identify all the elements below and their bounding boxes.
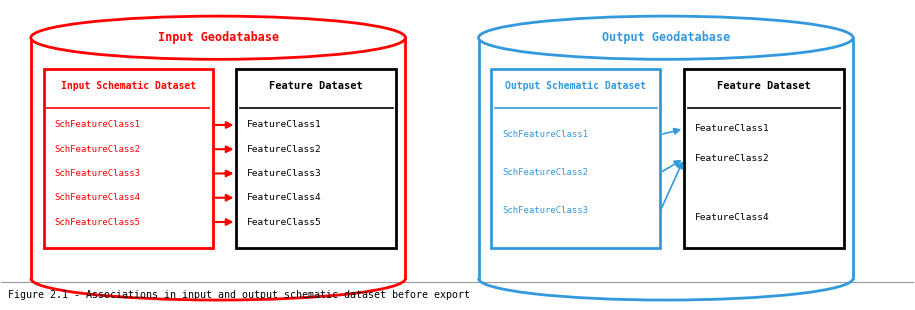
Text: SchFeatureClass4: SchFeatureClass4	[55, 193, 141, 202]
Text: SchFeatureClass3: SchFeatureClass3	[502, 206, 588, 215]
Text: FeatureClass4: FeatureClass4	[695, 213, 770, 222]
Text: SchFeatureClass2: SchFeatureClass2	[502, 168, 588, 177]
Ellipse shape	[31, 16, 405, 59]
Text: SchFeatureClass1: SchFeatureClass1	[502, 130, 588, 139]
Text: Output Geodatabase: Output Geodatabase	[602, 31, 730, 44]
Text: SchFeatureClass3: SchFeatureClass3	[55, 169, 141, 178]
Bar	[684, 69, 844, 248]
Bar	[236, 69, 396, 248]
Ellipse shape	[479, 16, 853, 59]
Text: SchFeatureClass2: SchFeatureClass2	[55, 145, 141, 154]
Text: Input Schematic Dataset: Input Schematic Dataset	[60, 81, 196, 91]
Text: SchFeatureClass1: SchFeatureClass1	[55, 121, 141, 130]
Bar	[491, 69, 661, 248]
Text: Input Geodatabase: Input Geodatabase	[157, 31, 279, 44]
Text: Figure 2.1 - Associations in input and output schematic dataset before export: Figure 2.1 - Associations in input and o…	[8, 290, 470, 300]
Text: FeatureClass5: FeatureClass5	[247, 218, 322, 227]
Text: Feature Dataset: Feature Dataset	[717, 81, 811, 91]
Text: FeatureClass2: FeatureClass2	[247, 145, 322, 154]
Text: FeatureClass3: FeatureClass3	[247, 169, 322, 178]
Text: FeatureClass1: FeatureClass1	[247, 121, 322, 130]
Text: Feature Dataset: Feature Dataset	[270, 81, 363, 91]
Text: FeatureClass4: FeatureClass4	[247, 193, 322, 202]
Text: SchFeatureClass5: SchFeatureClass5	[55, 218, 141, 227]
Text: Output Schematic Dataset: Output Schematic Dataset	[505, 81, 646, 91]
Text: FeatureClass2: FeatureClass2	[695, 154, 770, 163]
Text: FeatureClass1: FeatureClass1	[695, 124, 770, 133]
Bar	[44, 69, 212, 248]
